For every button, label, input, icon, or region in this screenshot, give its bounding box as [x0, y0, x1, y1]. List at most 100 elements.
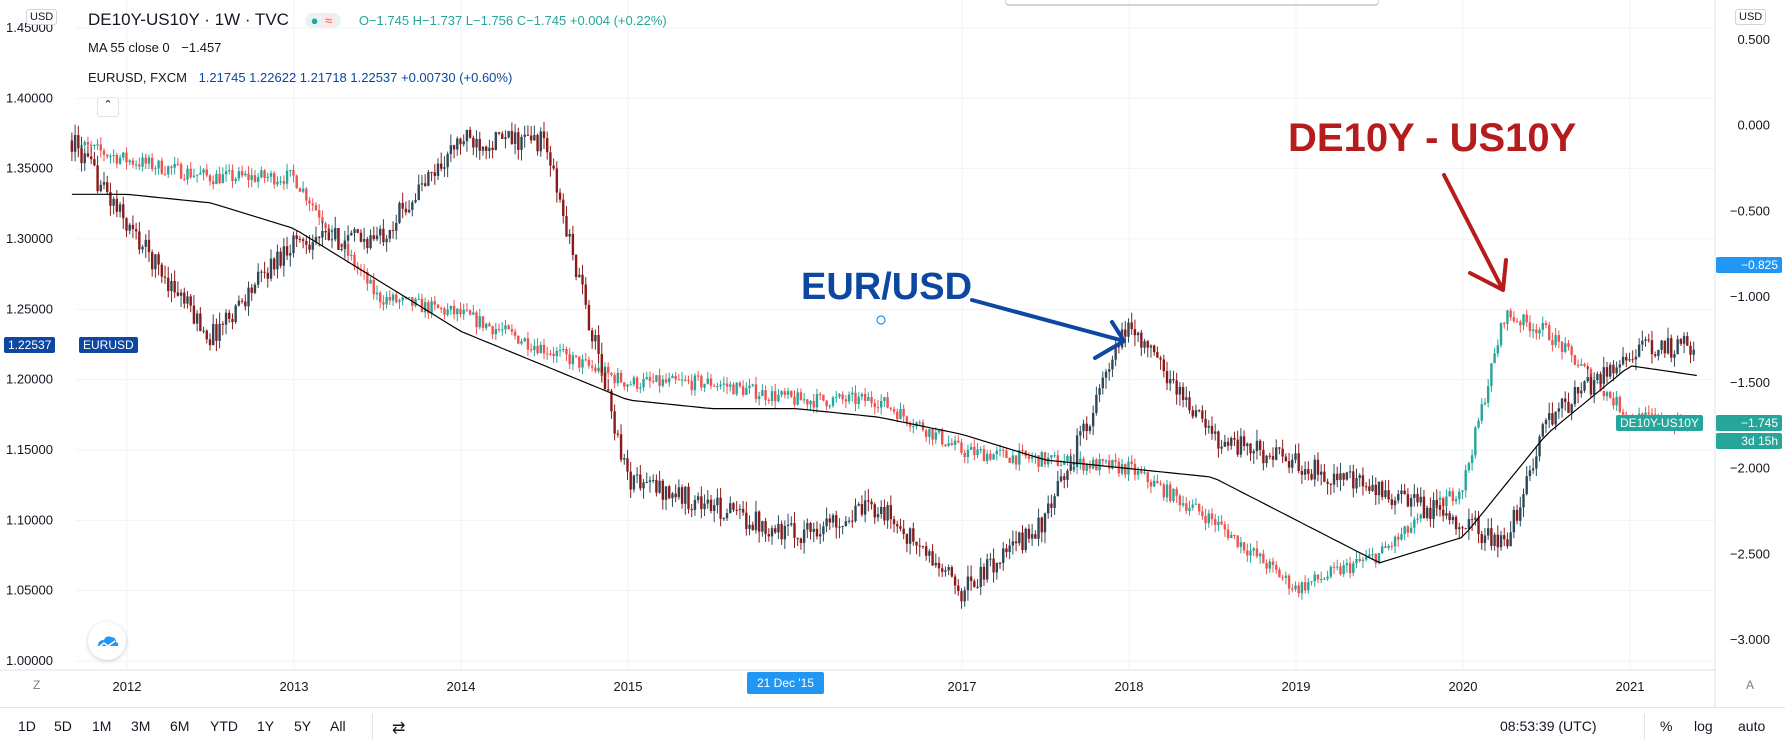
eurusd-candle: [1387, 479, 1390, 503]
spread-candle: [1265, 559, 1268, 575]
spread-candle: [263, 168, 266, 184]
drawing-anchor[interactable]: [876, 315, 886, 325]
eurusd-candle: [1326, 478, 1329, 495]
spread-candle: [1531, 323, 1535, 339]
spread-candle: [639, 382, 642, 394]
spread-candle: [494, 322, 498, 340]
compare-legend[interactable]: EURUSD, FXCM 1.21745 1.22622 1.21718 1.2…: [88, 70, 512, 85]
range-1y-button[interactable]: 1Y: [257, 718, 275, 734]
spread-candle: [1185, 496, 1188, 515]
spread-candle: [696, 371, 700, 381]
eurusd-arrow[interactable]: [970, 298, 1126, 360]
spread-candle: [1506, 309, 1509, 331]
spread-candle: [1509, 308, 1512, 322]
go-to-date-icon[interactable]: ⇄: [392, 720, 406, 737]
tradingview-logo[interactable]: [88, 622, 126, 660]
time-axis[interactable]: 2012 2013 2014 2015 2017 2018 2019 2020 2021: [113, 679, 1645, 694]
eurusd-candle: [915, 541, 918, 555]
spread-candle: [1486, 378, 1490, 408]
spread-candle: [857, 392, 860, 410]
status-pill[interactable]: ● ≈: [304, 13, 342, 28]
a-button[interactable]: A: [1746, 678, 1755, 692]
percent-toggle[interactable]: %: [1660, 718, 1673, 734]
range-5y-button[interactable]: 5Y: [294, 718, 312, 734]
clock-readout[interactable]: 08:53:39 (UTC): [1500, 718, 1597, 734]
left-currency-label[interactable]: USD: [26, 9, 58, 25]
spread-candle: [192, 168, 196, 179]
eurusd-candle: [928, 548, 931, 563]
eurusd-candle: [456, 136, 459, 156]
eurusd-candle: [623, 453, 626, 465]
eurusd-candle: [844, 516, 848, 527]
eurusd-candle: [231, 313, 234, 330]
spread-candle: [947, 435, 950, 448]
spread-candle: [118, 154, 122, 166]
left-axis[interactable]: 1.450001.400001.350001.300001.250001.200…: [6, 20, 53, 668]
eurusd-candle: [138, 222, 141, 255]
spread-candle: [931, 428, 934, 446]
spread-candle: [436, 303, 440, 309]
eurusd-candle: [1422, 489, 1426, 519]
eurusd-candle: [1220, 439, 1223, 454]
spread-candle: [1560, 340, 1564, 360]
eurusd-candle: [362, 227, 366, 250]
spread-candle: [1573, 354, 1577, 366]
eurusd-candle: [1380, 480, 1384, 501]
eurusd-candle: [1425, 505, 1429, 520]
eurusd-candle: [729, 496, 732, 514]
spread-candle: [250, 168, 253, 188]
eurusd-candle: [1027, 524, 1031, 543]
ma-line: [71, 193, 1697, 564]
eurusd-candle: [616, 429, 620, 438]
spread-candle: [844, 395, 848, 409]
eurusd-candle: [651, 474, 655, 484]
log-toggle[interactable]: log: [1694, 718, 1713, 734]
collapse-legend-button[interactable]: ⌃: [97, 97, 119, 117]
eurusd-candle: [154, 254, 157, 278]
eurusd-candle: [1522, 488, 1525, 518]
eurusd-candle: [985, 553, 989, 583]
spread-candle: [536, 338, 539, 355]
range-all-button[interactable]: All: [330, 718, 346, 734]
spread-candle: [680, 372, 684, 387]
range-1d-button[interactable]: 1D: [18, 718, 36, 734]
auto-toggle[interactable]: auto: [1738, 718, 1766, 734]
spread-candle: [1583, 362, 1586, 368]
symbol-title[interactable]: DE10Y-US10Y · 1W · TVC: [88, 10, 289, 29]
spread-candle: [777, 389, 780, 403]
right-currency-label[interactable]: USD: [1735, 9, 1767, 25]
spread-candle: [1538, 327, 1541, 340]
range-6m-button[interactable]: 6M: [170, 718, 190, 734]
spread-price-badge: −1.745: [1716, 415, 1782, 431]
eurusd-candle: [1181, 382, 1185, 408]
eurusd-candle: [719, 487, 722, 527]
data-feed-icon: ≈: [322, 13, 336, 28]
spread-candle: [1297, 582, 1300, 598]
spread-candle: [799, 388, 803, 401]
spread-candle: [629, 380, 632, 386]
spread-candle: [1336, 559, 1339, 571]
z-button[interactable]: Z: [33, 678, 41, 692]
spread-candle: [831, 395, 835, 408]
range-ytd-button[interactable]: YTD: [210, 718, 238, 734]
eurusd-candle: [957, 579, 960, 596]
spread-arrow[interactable]: [1442, 173, 1508, 292]
eurusd-candle: [1618, 359, 1622, 374]
eurusd-candle: [1063, 473, 1066, 489]
eurusd-annotation[interactable]: EUR/USD: [801, 266, 973, 308]
chart-canvas[interactable]: 1.450001.400001.350001.300001.250001.200…: [0, 0, 1785, 707]
spread-candle: [825, 400, 828, 411]
spread-annotation[interactable]: DE10Y - US10Y: [1288, 116, 1577, 160]
range-5d-button[interactable]: 5D: [54, 718, 72, 734]
eurusd-candle: [639, 465, 642, 491]
compare-values: 1.21745 1.22622 1.21718 1.22537 +0.00730…: [198, 70, 513, 85]
spread-candle: [1413, 516, 1416, 534]
range-3m-button[interactable]: 3M: [131, 718, 151, 734]
eurusd-candle: [1486, 518, 1490, 540]
ma-legend[interactable]: MA 55 close 0 −1.457: [88, 40, 221, 55]
ma-label: MA 55 close 0: [88, 40, 170, 55]
right-axis[interactable]: 0.500 0.000 −0.500 −1.000 −1.500 −2.000 −2.500…: [1730, 32, 1770, 647]
eurusd-candle: [1268, 452, 1271, 460]
eurusd-candle: [189, 294, 192, 313]
range-1m-button[interactable]: 1M: [92, 718, 112, 734]
